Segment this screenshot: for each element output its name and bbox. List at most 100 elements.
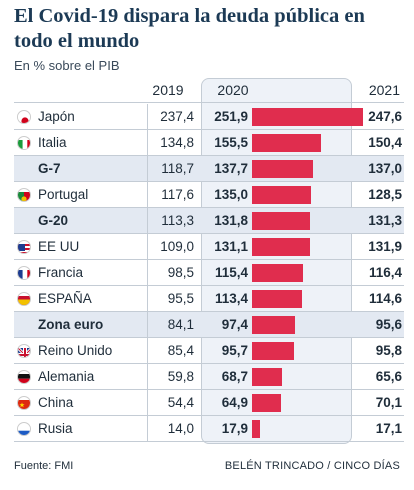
flag-cell [14, 234, 34, 260]
column-header-2020: 2020 [217, 82, 249, 98]
value-2021: 150,4 [368, 135, 402, 150]
value-2021: 17,1 [375, 421, 402, 436]
bar-2020 [252, 186, 311, 204]
france-flag-icon [17, 266, 31, 280]
column-divider [147, 260, 148, 286]
value-2020: 135,0 [214, 187, 248, 202]
value-2020: 97,4 [221, 317, 248, 332]
value-2021: 128,5 [368, 187, 402, 202]
header-divider [14, 102, 404, 103]
row-divider [14, 363, 404, 364]
value-2019: 109,0 [160, 239, 194, 254]
row-label: G-7 [38, 161, 61, 176]
table-row: Rusia 14,0 17,9 17,1 [14, 416, 404, 442]
row-label: Italia [38, 135, 67, 150]
value-2021: 70,1 [375, 395, 402, 410]
table-row: ESPAÑA 95,5 113,4 114,6 [14, 286, 404, 312]
row-divider [14, 285, 404, 286]
column-divider [147, 286, 148, 312]
value-2019: 14,0 [167, 421, 194, 436]
value-2019: 117,6 [161, 187, 194, 202]
column-divider [147, 416, 148, 442]
value-2020: 68,7 [221, 369, 248, 384]
value-2020: 251,9 [214, 109, 248, 124]
table-row: Japón 237,4 251,9 247,6 [14, 104, 404, 130]
row-label: Francia [38, 265, 84, 280]
row-divider [14, 129, 404, 130]
bar-2020 [252, 134, 321, 152]
column-divider [147, 182, 148, 208]
value-2019: 134,8 [160, 135, 194, 150]
table-row: Reino Unido 85,4 95,7 95,8 [14, 338, 404, 364]
value-2020: 131,1 [214, 239, 248, 254]
value-2021: 95,8 [375, 343, 402, 358]
flag-cell [14, 104, 34, 130]
usa-flag-icon [17, 240, 31, 254]
table-row: Zona euro 84,1 97,4 95,6 [14, 312, 404, 338]
row-label: Portugal [38, 187, 89, 202]
value-2019: 113,3 [161, 213, 194, 228]
flag-cell [14, 416, 34, 442]
value-2020: 95,7 [221, 343, 248, 358]
row-divider [14, 181, 404, 182]
value-2019: 54,4 [167, 395, 194, 410]
bar-2020 [252, 420, 260, 438]
value-2019: 95,5 [167, 291, 194, 306]
row-divider [14, 337, 404, 338]
value-2021: 131,9 [368, 239, 402, 254]
value-2019: 85,4 [167, 343, 194, 358]
bar-2020 [252, 238, 310, 256]
table-row: China 54,4 64,9 70,1 [14, 390, 404, 416]
row-divider [14, 389, 404, 390]
row-label: Japón [38, 109, 75, 124]
flag-cell [14, 364, 34, 390]
value-2020: 17,9 [221, 421, 248, 436]
spain-flag-icon [17, 292, 31, 306]
column-divider [147, 390, 148, 416]
row-divider [14, 311, 404, 312]
row-label: EE UU [38, 239, 80, 254]
column-divider [147, 104, 148, 130]
row-label: ESPAÑA [38, 291, 92, 306]
value-2020: 113,4 [214, 291, 248, 306]
uk-flag-icon [17, 344, 31, 358]
column-divider [147, 338, 148, 364]
portugal-flag-icon [17, 188, 31, 202]
row-divider [14, 207, 404, 208]
bar-2020 [252, 108, 363, 126]
row-divider [14, 441, 404, 442]
flag-cell [14, 390, 34, 416]
japan-flag-icon [17, 110, 31, 124]
page-subtitle: En % sobre el PIB [14, 58, 120, 73]
column-divider [147, 312, 148, 338]
row-divider [14, 155, 404, 156]
source-note: Fuente: FMI [14, 460, 74, 472]
row-label: Alemania [38, 369, 95, 384]
table-row: G-20 113,3 131,8 131,3 [14, 208, 404, 234]
value-2021: 247,6 [368, 109, 402, 124]
value-2020: 155,5 [214, 135, 248, 150]
value-2019: 237,4 [160, 109, 194, 124]
italy-flag-icon [17, 136, 31, 150]
column-header-2019: 2019 [152, 82, 184, 98]
column-divider [147, 364, 148, 390]
bar-2020 [252, 394, 281, 412]
value-2020: 64,9 [221, 395, 248, 410]
page-title: El Covid-19 dispara la deuda pública en … [14, 5, 365, 52]
bar-2020 [252, 212, 310, 230]
bar-2020 [252, 368, 282, 386]
bar-2020 [252, 290, 302, 308]
russia-flag-icon [17, 422, 31, 436]
column-divider [147, 130, 148, 156]
row-label: G-20 [38, 213, 69, 228]
flag-cell [14, 260, 34, 286]
value-2019: 59,8 [167, 369, 194, 384]
bar-2020 [252, 264, 303, 282]
value-2019: 98,5 [167, 265, 194, 280]
flag-cell [14, 130, 34, 156]
row-divider [14, 415, 404, 416]
flag-cell [14, 338, 34, 364]
column-divider [147, 234, 148, 260]
value-2021: 95,6 [375, 317, 402, 332]
row-label: Zona euro [38, 317, 104, 332]
